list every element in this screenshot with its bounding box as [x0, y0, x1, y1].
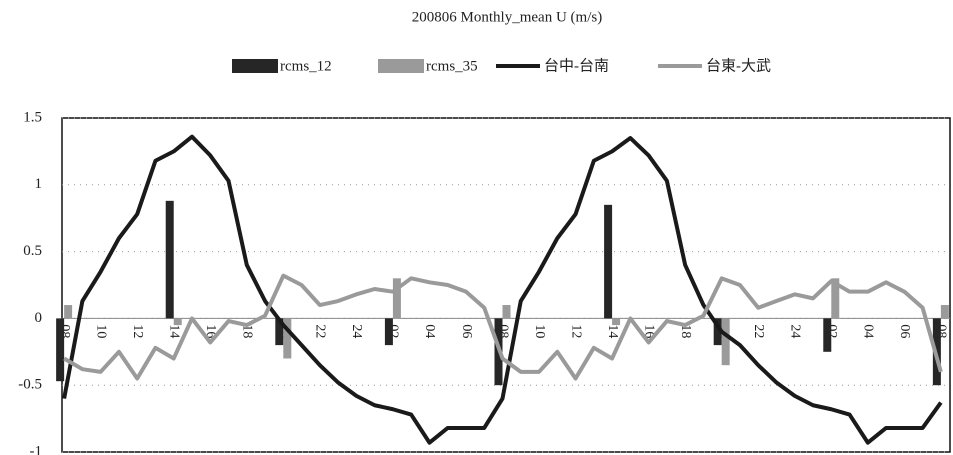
- bar: [823, 318, 832, 352]
- x-tick-label: 24: [788, 324, 803, 338]
- legend-swatch: [232, 59, 278, 73]
- y-tick-label: -1: [30, 443, 43, 455]
- legend-label: rcms_12: [280, 58, 332, 74]
- x-tick-label: 18: [240, 324, 255, 338]
- x-tick-label: 18: [678, 324, 693, 338]
- y-tick-label: 1: [35, 176, 43, 192]
- bar: [64, 305, 73, 319]
- line-series: [62, 134, 943, 445]
- x-tick-label: 14: [605, 324, 620, 338]
- x-tick-label: 04: [861, 324, 876, 338]
- bar: [721, 318, 730, 366]
- legend-item: 台中-台南: [496, 57, 609, 74]
- bar: [502, 305, 511, 319]
- x-tick-label: 06: [459, 324, 474, 338]
- x-tick-label: 14: [167, 324, 182, 338]
- x-tick-label: 24: [349, 324, 364, 338]
- legend-label: rcms_35: [426, 58, 478, 74]
- bar: [392, 278, 401, 319]
- chart-title: 200806 Monthly_mean U (m/s): [412, 9, 602, 25]
- bar: [165, 200, 174, 319]
- y-tick-label: 0: [35, 310, 43, 326]
- x-tick-label: 04: [422, 324, 437, 338]
- bar: [384, 318, 393, 346]
- bar: [940, 305, 949, 319]
- line-series: [63, 273, 943, 381]
- x-tick-label: 22: [313, 324, 328, 338]
- x-tick-label: 22: [751, 324, 766, 338]
- y-tick-label: -0.5: [18, 377, 42, 393]
- x-tick-label: 12: [568, 324, 583, 338]
- bar: [56, 318, 65, 382]
- bar: [173, 318, 182, 326]
- y-tick-label: 1.5: [23, 109, 42, 125]
- plot-frame: [61, 117, 951, 453]
- legend-item: rcms_12: [232, 58, 332, 74]
- legend-label: 台東-大武: [706, 57, 771, 74]
- x-tick-label: 06: [897, 324, 912, 338]
- y-tick-label: 0.5: [23, 243, 42, 259]
- bar: [612, 318, 621, 326]
- bar: [283, 318, 292, 359]
- x-tick-label: 10: [532, 324, 547, 338]
- legend-label: 台中-台南: [544, 57, 609, 74]
- bar: [831, 278, 840, 319]
- bar: [604, 204, 613, 319]
- legend-swatch: [378, 59, 424, 73]
- x-tick-label: 12: [130, 324, 145, 338]
- legend-item: rcms_35: [378, 58, 478, 74]
- x-tick-label: 10: [93, 324, 108, 338]
- bar: [713, 318, 722, 346]
- bar: [275, 318, 284, 346]
- legend-item: 台東-大武: [658, 57, 771, 74]
